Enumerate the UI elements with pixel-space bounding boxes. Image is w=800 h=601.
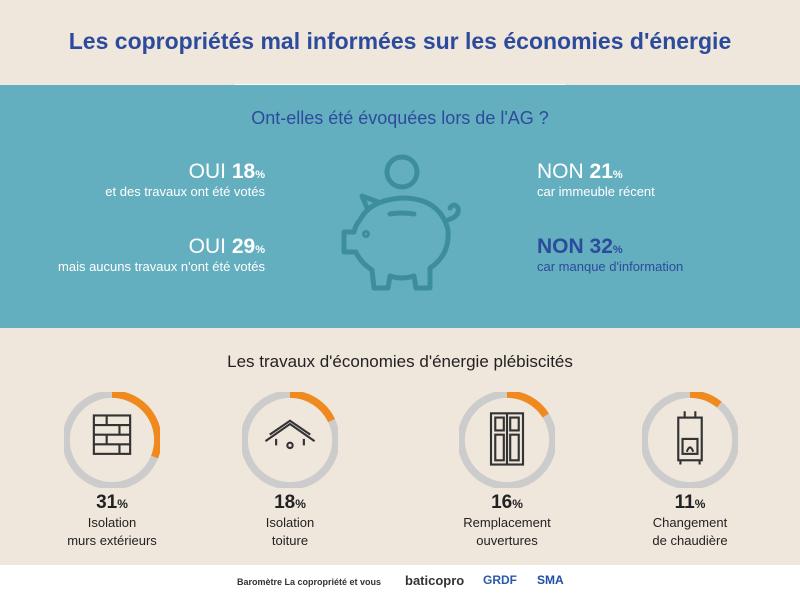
piggy-bank-icon [341,154,461,291]
stat-value: 21 [589,160,613,183]
work-item: 16% Remplacement ouvertures [417,392,597,550]
stat-unit: % [612,244,623,256]
progress-ring [642,392,738,488]
work-value: 18% [200,492,380,514]
grdf-logo: GRDF [483,573,517,587]
works-heading: Les travaux d'économies d'énergie plébis… [227,352,573,371]
work-label-line2: de chaudière [652,533,728,548]
baticopro-logo: baticopro [405,573,465,588]
stat-oui-18: OUI 18% et des travaux ont été votés [105,160,265,199]
progress-ring [459,392,555,488]
value-unit: % [295,497,306,511]
boiler-icon [677,411,703,465]
value-unit: % [694,497,706,511]
stat-non-32: NON 32% car manque d'information [537,235,683,274]
brick-wall-icon [92,414,132,455]
work-item: 11% Changement de chaudière [600,392,780,550]
progress-ring [64,392,160,488]
stat-sub: et des travaux ont été votés [105,184,265,199]
stat-label: OUI [188,160,227,183]
work-item: 18% Isolation toiture [200,392,380,550]
stat-non-21: NON 21% car immeuble récent [537,160,655,199]
roof-icon [264,419,316,450]
work-value: 16% [417,492,597,514]
question-heading: Ont-elles été évoquées lors de l'AG ? [251,108,549,128]
stat-unit: % [612,169,623,181]
work-label-line1: Isolation [265,515,315,530]
ring-fill [64,392,160,488]
work-value: 31% [22,492,202,514]
stat-unit: % [255,169,265,181]
value-unit: % [117,497,128,511]
work-label-line2: ouvertures [476,533,538,548]
stat-value: 29 [231,235,256,258]
footer-text: Baromètre La copropriété et vous [237,577,382,587]
work-item: 31% Isolation murs extérieurs [22,392,202,550]
stat-oui-29: OUI 29% mais aucuns travaux n'ont été vo… [58,235,265,274]
ring-fill [242,392,338,488]
stat-label: NON [537,235,584,258]
stat-sub: mais aucuns travaux n'ont été votés [58,259,265,274]
ring-fill [642,392,738,488]
progress-ring [242,392,338,488]
work-label-line1: Changement [652,515,728,530]
sma-logo: SMA [537,573,564,587]
value-number: 31 [96,492,118,513]
work-label-line1: Remplacement [463,515,551,530]
value-number: 18 [274,492,296,513]
value-number: 11 [674,492,695,513]
stat-value: 18 [231,160,256,183]
stat-label: NON [537,160,584,183]
stat-label: OUI [188,235,227,258]
work-label-line2: murs extérieurs [67,533,157,548]
footer: Baromètre La copropriété et vous baticop… [0,565,800,601]
work-label-line2: toiture [271,533,309,548]
stat-sub: car immeuble récent [537,184,655,199]
value-number: 16 [491,492,513,513]
stat-value: 32 [589,235,613,258]
window-icon [489,412,525,466]
value-unit: % [512,497,523,511]
work-value: 11% [600,492,780,514]
stat-sub: car manque d'information [537,259,684,274]
work-label-line1: Isolation [87,515,137,530]
page-title: Les copropriétés mal informées sur les é… [68,28,732,54]
stat-unit: % [255,244,265,256]
ring-fill [459,392,555,488]
ag-section [0,85,800,328]
